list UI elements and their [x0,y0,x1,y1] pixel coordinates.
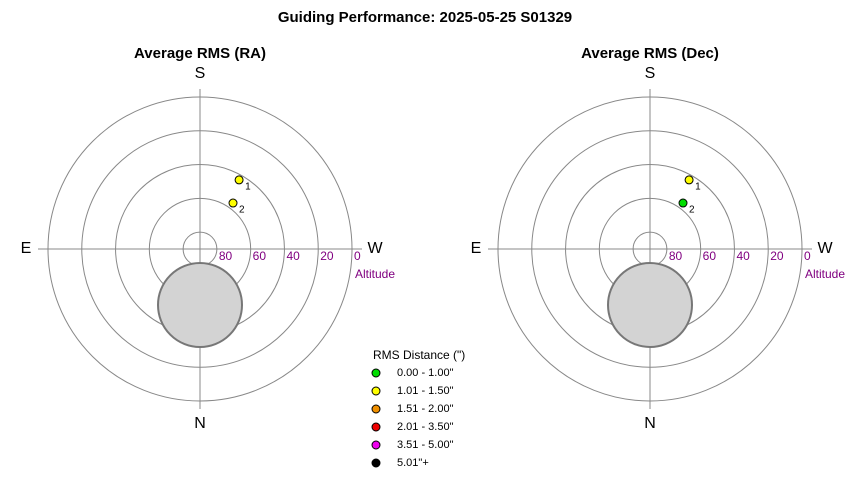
direction-label: S [195,65,206,82]
legend-marker [371,440,381,450]
altitude-ring [81,130,319,368]
legend-marker [371,368,381,378]
guide-point [228,198,238,208]
legend-label: 2.01 - 3.50" [397,421,454,433]
legend-marker [371,404,381,414]
point-label: 2 [689,205,695,216]
point-label: 1 [695,182,701,193]
altitude-label: Altitude [355,267,395,281]
altitude-label: Altitude [805,267,845,281]
direction-label: E [21,240,32,257]
altitude-tick-label: 80 [669,249,683,263]
altitude-tick-label: 60 [253,249,267,263]
legend-label: 5.01"+ [397,457,429,469]
guide-point [234,175,244,185]
direction-label: W [367,240,383,257]
point-label: 2 [239,205,245,216]
legend-marker [371,458,381,468]
point-label: 1 [245,182,251,193]
altitude-ring [47,96,353,402]
altitude-tick-label: 40 [736,249,750,263]
main-title: Guiding Performance: 2025-05-25 S01329 [278,9,572,26]
obstruction [607,262,693,348]
altitude-tick-label: 40 [286,249,300,263]
plot-title: Average RMS (RA) [134,45,266,62]
plot-title: Average RMS (Dec) [581,45,719,62]
legend-marker [371,386,381,396]
direction-label: N [644,415,656,432]
guide-point [678,198,688,208]
direction-label: N [194,415,206,432]
legend-label: 1.01 - 1.50" [397,385,454,397]
legend-title: RMS Distance (") [373,348,465,362]
obstruction [157,262,243,348]
legend-label: 0.00 - 1.00" [397,367,454,379]
altitude-tick-label: 0 [804,249,811,263]
legend-label: 1.51 - 2.00" [397,403,454,415]
legend-label: 3.51 - 5.00" [397,439,454,451]
altitude-tick-label: 20 [770,249,784,263]
altitude-tick-label: 0 [354,249,361,263]
direction-label: E [471,240,482,257]
direction-label: W [817,240,833,257]
altitude-tick-label: 80 [219,249,233,263]
altitude-tick-label: 60 [703,249,717,263]
altitude-ring [497,96,803,402]
legend-marker [371,422,381,432]
altitude-ring [531,130,769,368]
direction-label: S [645,65,656,82]
guide-point [684,175,694,185]
altitude-tick-label: 20 [320,249,334,263]
